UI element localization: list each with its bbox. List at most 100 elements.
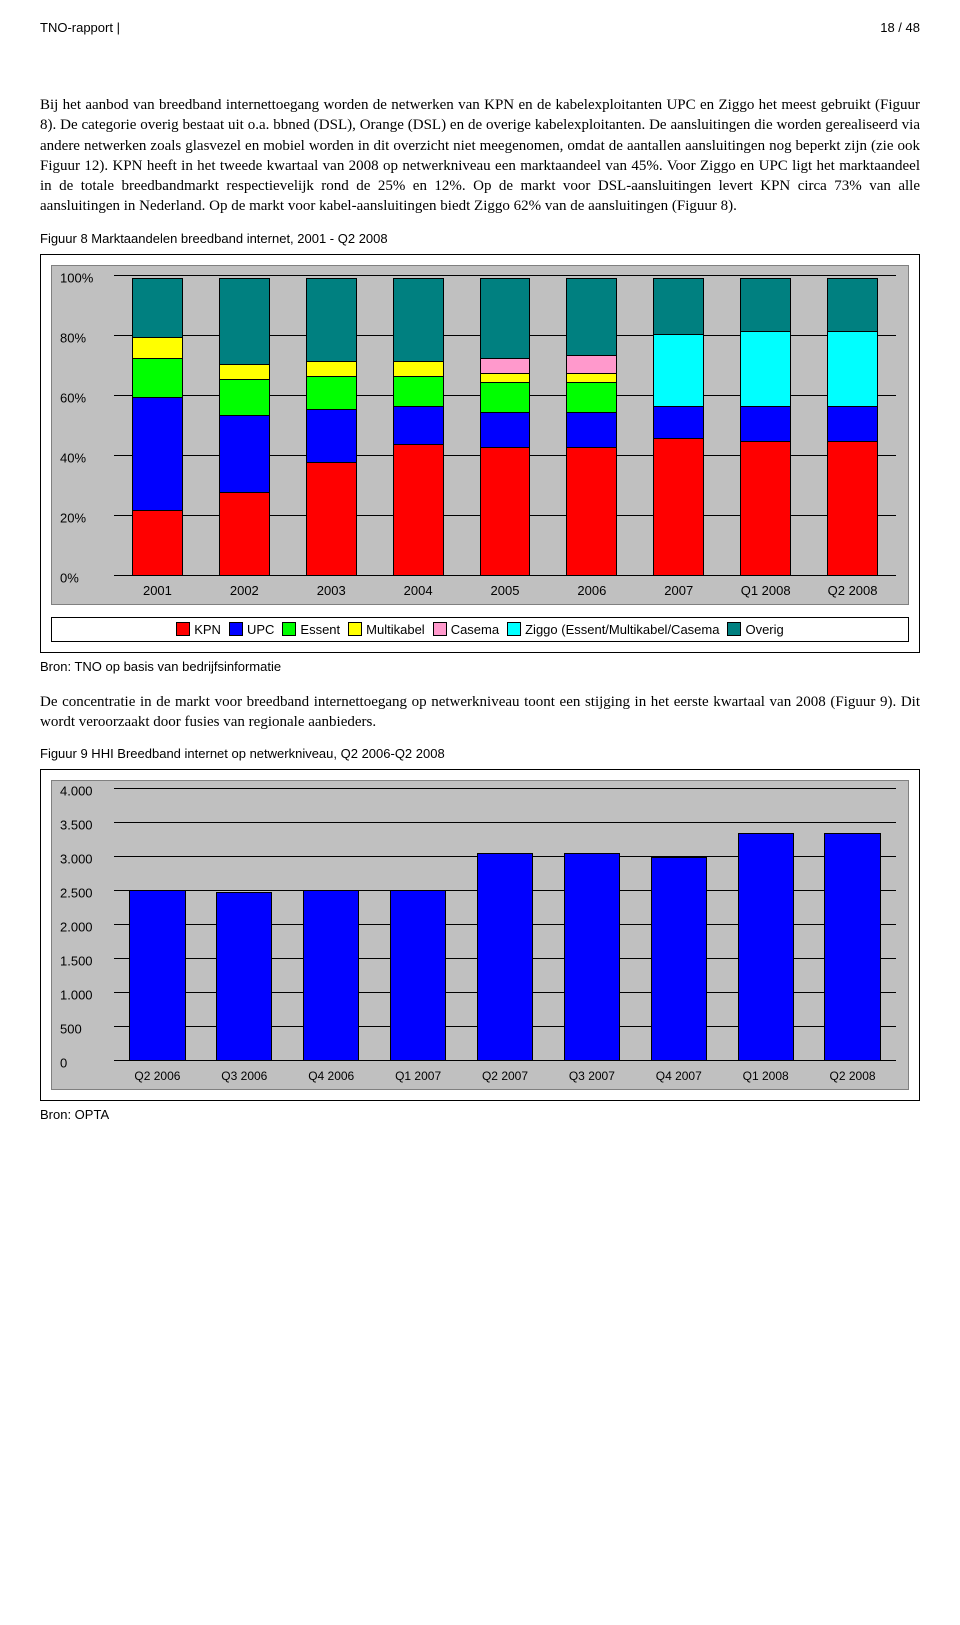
fig9-ylabel: 3.500 [60,818,93,833]
fig8-segment [740,406,791,442]
page-header: TNO-rapport | 18 / 48 [40,20,920,35]
fig9-gridline [114,822,896,823]
fig8-segment [132,337,183,358]
fig8-segment [653,406,704,439]
fig8-legend-item: KPN [176,622,221,637]
fig9-caption: Figuur 9 HHI Breedband internet op netwe… [40,746,920,761]
fig8-segment [740,331,791,406]
fig8-xlabel: 2004 [404,583,433,598]
fig8-segment [393,406,444,445]
fig9-ylabel: 0 [60,1056,67,1071]
fig8-segment [566,373,617,382]
fig9-xlabel: Q2 2007 [482,1069,528,1083]
legend-label: UPC [247,622,274,637]
fig9-ylabel: 4.000 [60,784,93,799]
fig8-segment [827,406,878,442]
fig9-gridline [114,788,896,789]
fig9-source: Bron: OPTA [40,1107,920,1122]
legend-label: Overig [745,622,783,637]
fig9-bar [477,853,533,1061]
legend-label: KPN [194,622,221,637]
fig9-xlabel: Q1 2007 [395,1069,441,1083]
legend-swatch [282,622,296,636]
fig9-xlabel: Q2 2008 [830,1069,876,1083]
fig8-legend-item: Overig [727,622,783,637]
fig8-segment [653,278,704,335]
legend-swatch [433,622,447,636]
fig8-segment [219,492,270,575]
fig9-chart: 05001.0001.5002.0002.5003.0003.5004.000Q… [51,780,909,1090]
fig8-bar [393,278,444,576]
fig8-legend-item: Multikabel [348,622,425,637]
fig9-frame: 05001.0001.5002.0002.5003.0003.5004.000Q… [40,769,920,1101]
fig8-segment [827,331,878,406]
fig9-xlabel: Q3 2006 [221,1069,267,1083]
fig8-segment [480,278,531,358]
fig8-legend-item: Ziggo (Essent/Multikabel/Casema [507,622,719,637]
fig8-caption: Figuur 8 Marktaandelen breedband interne… [40,231,920,246]
fig8-segment [393,278,444,361]
fig8-frame: 0%20%40%60%80%100%2001200220032004200520… [40,254,920,653]
fig9-bar [216,892,272,1061]
fig9-ylabel: 1.500 [60,954,93,969]
fig8-segment [566,278,617,355]
fig8-segment [393,361,444,376]
fig9-xlabel: Q4 2006 [308,1069,354,1083]
fig8-ylabel: 100% [60,270,93,285]
fig8-segment [132,278,183,338]
fig9-bar [303,890,359,1061]
paragraph-1: Bij het aanbod van breedband internettoe… [40,95,920,217]
fig8-legend-item: UPC [229,622,274,637]
fig8-segment [480,373,531,382]
fig8-xlabel: 2007 [664,583,693,598]
fig8-bar [306,278,357,576]
fig8-segment [480,447,531,575]
fig8-segment [132,397,183,510]
fig8-gridline [114,275,896,276]
fig8-segment [306,361,357,376]
fig8-bar [740,278,791,576]
fig8-segment [740,441,791,575]
fig8-segment [306,462,357,575]
fig8-segment [393,376,444,406]
paragraph-2: De concentratie in de markt voor breedba… [40,692,920,733]
fig9-ylabel: 3.000 [60,852,93,867]
fig8-legend: KPN UPC Essent Multikabel Casema Ziggo (Essen… [51,617,909,642]
fig9-bar [738,833,794,1061]
fig8-ylabel: 80% [60,330,86,345]
fig8-chart: 0%20%40%60%80%100%2001200220032004200520… [51,265,909,605]
fig8-segment [653,438,704,575]
fig8-segment [827,278,878,332]
fig8-ylabel: 60% [60,390,86,405]
fig9-ylabel: 500 [60,1022,82,1037]
fig8-segment [132,358,183,397]
fig9-ylabel: 1.000 [60,988,93,1003]
legend-label: Essent [300,622,340,637]
fig9-ylabel: 2.500 [60,886,93,901]
fig9-bar [390,890,446,1061]
fig9-bar [651,857,707,1061]
fig8-legend-item: Casema [433,622,499,637]
fig8-source: Bron: TNO op basis van bedrijfsinformati… [40,659,920,674]
legend-label: Multikabel [366,622,425,637]
header-right: 18 / 48 [880,20,920,35]
fig8-segment [827,441,878,575]
fig8-bar [480,278,531,576]
fig9-plot-area [114,791,896,1061]
fig8-bar [827,278,878,576]
fig8-bar [132,278,183,576]
fig8-ylabel: 20% [60,510,86,525]
fig8-segment [306,376,357,409]
fig9-xlabel: Q4 2007 [656,1069,702,1083]
fig8-xlabel: 2001 [143,583,172,598]
fig8-xlabel: 2003 [317,583,346,598]
fig8-segment [219,379,270,415]
fig8-segment [480,412,531,448]
fig8-xlabel: Q2 2008 [828,583,878,598]
legend-swatch [229,622,243,636]
legend-swatch [727,622,741,636]
fig8-segment [219,415,270,492]
fig9-xlabel: Q1 2008 [743,1069,789,1083]
fig8-segment [566,447,617,575]
fig8-xlabel: Q1 2008 [741,583,791,598]
